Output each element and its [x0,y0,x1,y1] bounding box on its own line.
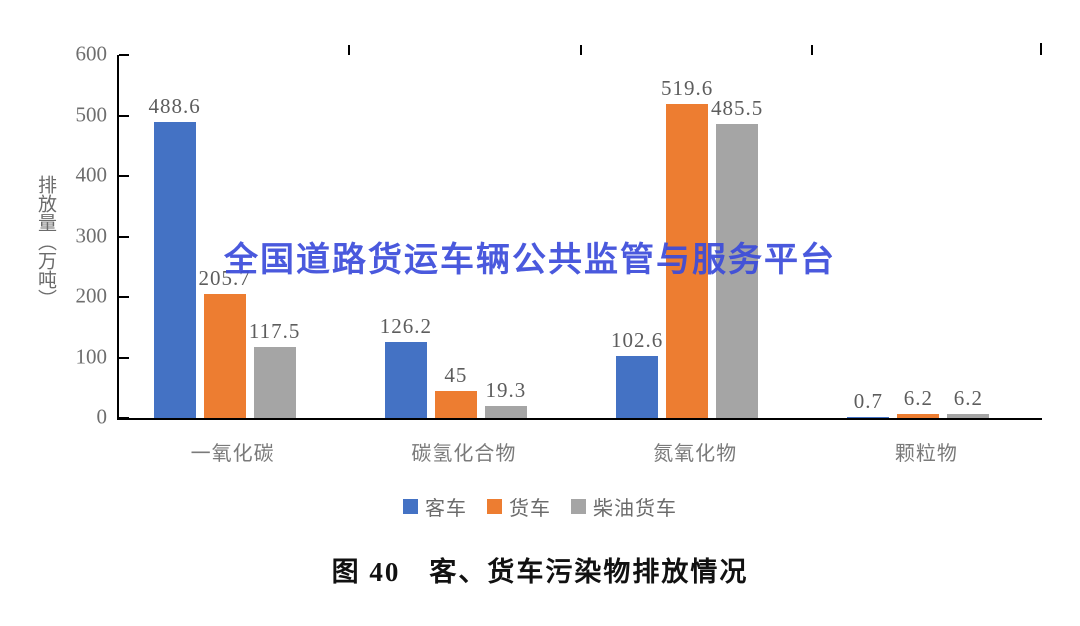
bar-value-label: 126.2 [379,313,432,338]
category-label-颗粒物: 颗粒物 [894,443,958,465]
bar-value-label: 6.2 [903,386,933,411]
y-axis-tick: 100 [76,344,129,368]
x-axis-end-tick [1040,43,1042,55]
bar-value-label: 6.2 [953,386,983,411]
bar-客车-碳氢化合物 [384,341,427,418]
y-axis-tick: 400 [76,163,129,187]
plot-area: 0 100 200 300 400 500 600 488.6 205.7 117.5 126.2… [76,42,1042,465]
category-label-一氧化碳: 一氧化碳 [190,443,275,465]
x-axis-tick [348,45,351,55]
x-axis-line [117,418,1042,420]
bar-value-label: 488.6 [148,94,201,119]
bar-value-label: 485.5 [711,96,764,121]
bar-value-label: 0.7 [853,388,883,413]
watermark-text: 全国道路货运车辆公共监管与服务平台 [224,241,836,279]
bar-柴油货车-一氧化碳 [253,346,296,418]
legend-item-柴油货车[interactable]: 柴油货车 [571,492,677,521]
bar-value-label: 45 [444,362,468,387]
y-axis-tick-label: 200 [75,283,108,308]
legend-label: 柴油货车 [593,498,677,520]
y-axis-line [117,55,119,420]
bar-货车-碳氢化合物 [434,390,477,418]
y-axis-tick-label: 400 [75,162,108,187]
bar-value-label: 519.6 [661,75,714,100]
category-label-氮氧化物: 氮氧化物 [653,443,738,465]
bar-value-label: 102.6 [611,327,664,352]
bar-value-label: 19.3 [485,378,527,403]
figure-caption: 图 40 客、货车污染物排放情况 [331,557,749,587]
y-axis-tick-label: 300 [75,223,108,247]
y-axis-tick-label: 100 [75,344,108,368]
bar-value-label: 205.7 [198,265,251,290]
legend-swatch-icon [571,499,586,514]
bar-客车-氮氧化物 [616,355,659,418]
x-axis-tick [810,45,813,55]
legend-label: 货车 [509,498,551,520]
legend-swatch-icon [403,499,418,514]
bar-柴油货车-氮氧化物 [716,124,759,418]
y-axis-tick-label: 0 [96,404,108,429]
legend-item-货车[interactable]: 货车 [487,492,551,521]
y-axis-tick: 300 [76,223,129,247]
category-label-碳氢化合物: 碳氢化合物 [411,443,517,465]
bar-客车-颗粒物 [847,416,890,418]
y-axis-title: 排放量（万吨） [35,174,56,308]
bar-柴油货车-颗粒物 [947,414,990,418]
bar-货车-一氧化碳 [203,293,246,418]
y-axis-tick: 500 [76,102,129,126]
y-axis-tick: 600 [76,42,129,66]
legend-item-客车[interactable]: 客车 [403,492,467,521]
y-axis-tick-label: 500 [75,102,108,126]
y-axis-tick: 0 [97,405,129,429]
y-axis-tick: 200 [76,284,129,308]
bar-货车-颗粒物 [897,414,940,418]
legend-label: 客车 [425,498,467,520]
bar-客车-一氧化碳 [153,122,196,418]
chart-legend: 客车 货车 柴油货车 [0,492,1080,521]
legend-swatch-icon [487,499,502,514]
y-axis-tick-label: 600 [75,41,108,66]
bar-货车-氮氧化物 [666,103,709,418]
x-axis-tick [579,45,582,55]
bar-柴油货车-碳氢化合物 [484,406,527,418]
bar-value-label: 117.5 [248,318,301,343]
